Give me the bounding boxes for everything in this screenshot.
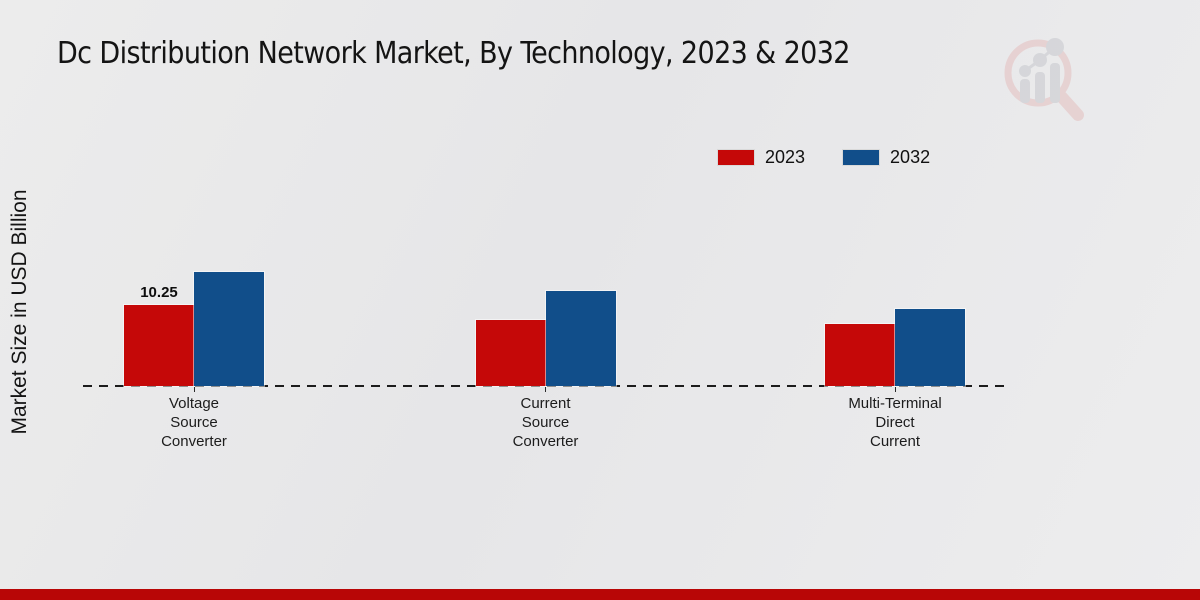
bar-2023-2 — [825, 323, 895, 386]
x-axis-line — [83, 385, 1005, 387]
bar-2023-0 — [124, 305, 194, 386]
bar-2032-1 — [545, 291, 616, 386]
legend-label-2032: 2032 — [890, 147, 931, 167]
category-label: Current Source Converter — [512, 395, 579, 450]
legend-item-2023: 2023 — [718, 147, 805, 168]
magnifier-bar-chart-logo-watermark — [1004, 38, 1084, 121]
chart-title: Dc Distribution Network Market, By Techn… — [57, 36, 850, 71]
bar-2032-0 — [194, 272, 264, 386]
legend-label-2023: 2023 — [765, 147, 806, 167]
x-axis-tick — [894, 387, 896, 392]
category-label: Multi-Terminal Direct Current — [848, 395, 942, 450]
legend-swatch-2023-icon — [718, 150, 754, 165]
y-axis-title: Market Size in USD Billion — [8, 189, 31, 435]
bar-2032-2 — [895, 308, 965, 386]
legend-item-2032: 2032 — [843, 147, 930, 168]
bar-value-label: 10.25 — [140, 284, 178, 301]
bar-2023-1 — [475, 320, 546, 386]
legend-swatch-2032-icon — [843, 150, 880, 165]
legend: 2023 2032 — [718, 147, 930, 168]
x-axis-tick — [193, 387, 195, 392]
category-label: Voltage Source Converter — [161, 395, 227, 450]
footer-accent-bar — [0, 589, 1200, 600]
x-axis-tick — [545, 387, 546, 392]
